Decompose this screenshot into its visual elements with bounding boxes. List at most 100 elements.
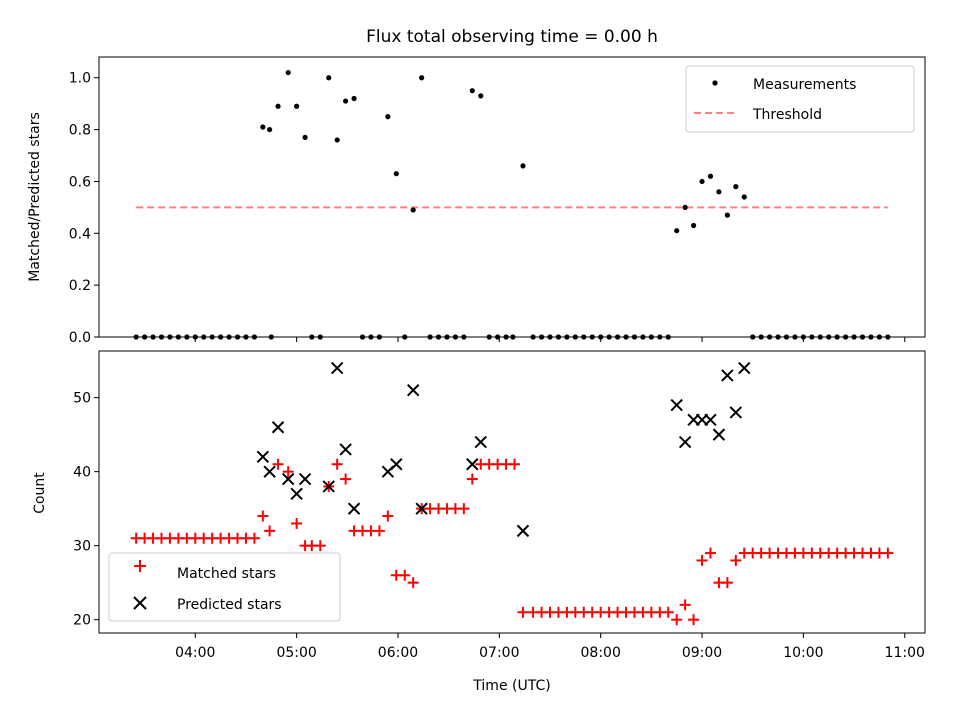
measurement-point <box>699 178 705 185</box>
measurement-point <box>150 334 156 340</box>
measurement-point <box>547 334 553 340</box>
predicted-star-point <box>290 487 303 501</box>
legend-label-measurements: Measurements <box>753 77 856 93</box>
predicted-star-point <box>263 465 276 478</box>
top-legend-box <box>685 65 915 133</box>
measurement-point <box>876 334 882 340</box>
measurement-point <box>452 334 459 340</box>
measurement-point <box>623 334 629 340</box>
measurement-point <box>783 334 790 340</box>
measurement-point <box>427 334 433 340</box>
predicted-star-point <box>729 406 743 419</box>
top-y-tick-label: 0.6 <box>69 174 91 190</box>
bottom-x-tick-label: 07:00 <box>479 645 519 661</box>
predicted-star-point <box>298 472 312 486</box>
top-y-axis-label: Matched/Predicted stars <box>27 112 43 282</box>
measurement-point <box>631 334 638 340</box>
matched-star-point <box>248 532 260 544</box>
measurement-point <box>251 334 258 340</box>
top-y-tick-label: 0.4 <box>69 226 91 242</box>
bottom-y-tick-label: 30 <box>73 539 91 555</box>
measurement-point <box>775 334 781 340</box>
bottom-plot-marks <box>130 361 894 626</box>
measurement-point <box>503 334 509 340</box>
measurement-point <box>184 334 190 340</box>
measurement-point <box>648 334 654 340</box>
matched-star-point <box>272 458 284 470</box>
predicted-star-point <box>474 435 487 449</box>
predicted-star-point <box>347 502 361 515</box>
measurement-point <box>834 334 840 340</box>
matched-star-point <box>399 569 411 581</box>
predicted-star-point <box>516 524 530 538</box>
measurement-point <box>260 124 266 130</box>
matched-star-point <box>373 525 385 537</box>
measurement-point <box>657 334 663 340</box>
matched-star-point <box>688 614 700 626</box>
matched-star-point <box>662 606 674 618</box>
matched-star-point <box>882 547 894 559</box>
measurement-point <box>234 334 241 340</box>
matched-star-point <box>721 577 733 589</box>
predicted-star-point <box>390 458 403 471</box>
top-plot-marks <box>133 69 891 340</box>
predicted-star-point <box>678 435 692 449</box>
measurement-point <box>555 334 562 340</box>
measurement-point <box>435 334 442 340</box>
measurement-point <box>510 334 516 340</box>
top-x-ticks <box>194 337 906 342</box>
measurement-point <box>410 207 416 213</box>
top-legend: Measurements Threshold <box>685 65 915 133</box>
measurement-point <box>843 334 849 340</box>
measurement-point <box>674 228 680 234</box>
measurement-point <box>218 334 224 340</box>
measurement-point <box>419 75 425 81</box>
measurement-point <box>741 194 747 200</box>
bottom-y-axis-label: Count <box>32 472 48 514</box>
top-y-tick-label: 0.8 <box>69 123 91 139</box>
legend-marker-measurements <box>712 80 718 86</box>
matched-star-point <box>282 466 294 478</box>
matched-star-point <box>257 510 269 522</box>
bottom-x-axis-label: Time (UTC) <box>472 678 550 694</box>
matched-star-point <box>331 458 343 470</box>
measurement-point <box>564 334 570 340</box>
measurement-point <box>589 334 595 340</box>
legend-label-threshold: Threshold <box>752 107 822 123</box>
measurement-point <box>809 334 815 340</box>
legend-label-matched: Matched stars <box>177 566 276 582</box>
measurement-point <box>294 103 300 109</box>
bottom-legend: Matched stars Predicted stars <box>108 552 341 622</box>
measurement-point <box>733 184 739 190</box>
bottom-y-tick-label: 20 <box>73 613 91 629</box>
bottom-panel: 20 30 40 50 04:00 05:00 06:00 07:00 08:00 09:00 1… <box>32 350 926 694</box>
measurement-point <box>359 334 366 340</box>
measurement-point <box>243 334 249 340</box>
measurement-point <box>385 114 391 120</box>
predicted-star-point <box>738 361 751 375</box>
measurement-point <box>285 69 291 76</box>
bottom-x-tick-label: 08:00 <box>581 645 621 661</box>
measurement-point <box>817 334 823 340</box>
measurement-point <box>175 334 181 340</box>
measurement-point <box>469 88 475 94</box>
measurement-point <box>868 334 874 340</box>
measurement-point <box>209 334 215 340</box>
measurement-point <box>368 334 374 340</box>
measurement-point <box>538 334 545 340</box>
predicted-star-point <box>281 472 295 486</box>
bottom-x-tick-label: 04:00 <box>175 645 215 661</box>
predicted-star-point <box>256 450 270 464</box>
measurement-point <box>606 334 612 340</box>
measurement-point <box>444 334 450 340</box>
measurement-point <box>792 334 798 340</box>
measurement-point <box>750 334 756 340</box>
bottom-y-axis: 20 30 40 50 <box>73 391 99 629</box>
bottom-x-tick-label: 09:00 <box>682 645 722 661</box>
predicted-star-point <box>466 458 479 471</box>
measurement-point <box>665 334 671 340</box>
bottom-legend-box <box>108 552 341 622</box>
measurement-point <box>167 334 173 340</box>
measurement-point <box>343 98 349 104</box>
predicted-star-point <box>704 413 717 427</box>
